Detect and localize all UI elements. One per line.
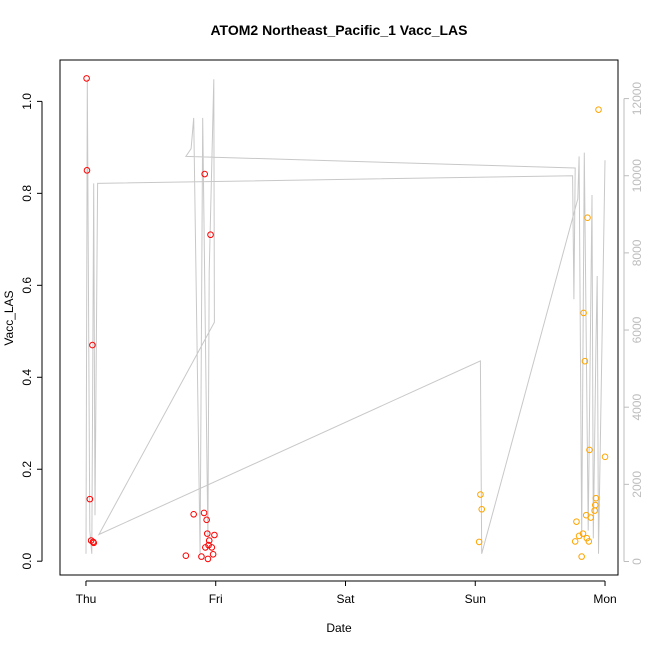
data-point-s0-15 <box>204 555 212 563</box>
y2-tick-label-5: 10000 <box>630 159 644 193</box>
data-point-s1-2 <box>478 505 486 513</box>
data-point-s0-10 <box>200 509 208 517</box>
data-point-s1-12 <box>584 214 591 222</box>
data-point-s1-7 <box>579 530 587 537</box>
x-axis-label: Date <box>326 621 352 635</box>
data-point-s1-13 <box>585 538 593 545</box>
x-tick-label-4: Mon <box>593 592 616 606</box>
y-tick-label-1: 0.2 <box>20 461 34 478</box>
y2-tick-label-4: 8000 <box>630 239 644 266</box>
data-point-s0-7 <box>182 552 190 559</box>
data-point-s1-0 <box>475 538 483 546</box>
plot-frame <box>59 59 619 576</box>
y-tick-label-0: 0.0 <box>20 553 34 570</box>
data-point-s1-20 <box>601 453 609 461</box>
data-point-s1-1 <box>477 491 484 498</box>
data-point-s0-6 <box>90 539 98 547</box>
data-point-s0-1 <box>83 167 91 174</box>
y2-tick-label-2: 4000 <box>630 394 644 421</box>
data-point-s0-21 <box>211 531 218 539</box>
x-tick-label-0: Thu <box>76 592 97 606</box>
data-point-s1-3 <box>571 538 579 545</box>
y-axis-label: Vacc_LAS <box>2 290 16 345</box>
data-point-s1-14 <box>586 446 593 454</box>
x-tick-label-1: Fri <box>209 592 223 606</box>
data-point-s1-4 <box>573 518 580 525</box>
x-tick-label-3: Sun <box>465 592 486 606</box>
data-point-s1-9 <box>581 357 589 365</box>
y-tick-label-2: 0.4 <box>20 369 34 386</box>
data-point-s0-18 <box>207 231 214 239</box>
data-point-s0-17 <box>205 537 213 544</box>
data-point-s0-11 <box>201 170 208 178</box>
y-tick-label-4: 0.8 <box>20 185 34 202</box>
data-point-s1-19 <box>595 106 602 113</box>
data-point-s1-15 <box>587 514 595 521</box>
data-point-s0-20 <box>209 551 217 558</box>
y-tick-label-5: 1.0 <box>20 93 34 110</box>
data-point-s0-9 <box>198 553 205 560</box>
data-point-s1-8 <box>580 309 587 317</box>
data-point-s0-4 <box>89 341 96 349</box>
data-point-s1-18 <box>592 494 600 502</box>
data-point-s0-2 <box>86 495 94 503</box>
data-point-s1-11 <box>583 534 591 542</box>
y2-tick-label-6: 12000 <box>630 82 644 116</box>
data-point-s0-0 <box>83 75 90 82</box>
x-tick-label-2: Sat <box>336 592 355 606</box>
series-line <box>85 79 606 554</box>
y2-tick-label-0: 0 <box>630 558 644 565</box>
data-point-s0-8 <box>190 511 197 518</box>
data-point-s0-19 <box>208 544 216 551</box>
chart-title: ATOM2 Northeast_Pacific_1 Vacc_LAS <box>210 22 467 38</box>
data-point-s1-17 <box>591 501 599 509</box>
y2-tick-label-3: 6000 <box>630 316 644 343</box>
data-point-s0-13 <box>203 516 210 524</box>
plot-area: 0.0 0.2 0.4 0.6 0.8 1.0 0 2000 4000 6000 8000 10000… <box>20 59 644 606</box>
y2-tick-label-1: 2000 <box>630 471 644 498</box>
data-point-s1-6 <box>578 553 585 560</box>
y-tick-label-3: 0.6 <box>20 277 34 294</box>
data-point-s0-14 <box>203 530 211 537</box>
data-point-s0-5 <box>89 538 97 546</box>
